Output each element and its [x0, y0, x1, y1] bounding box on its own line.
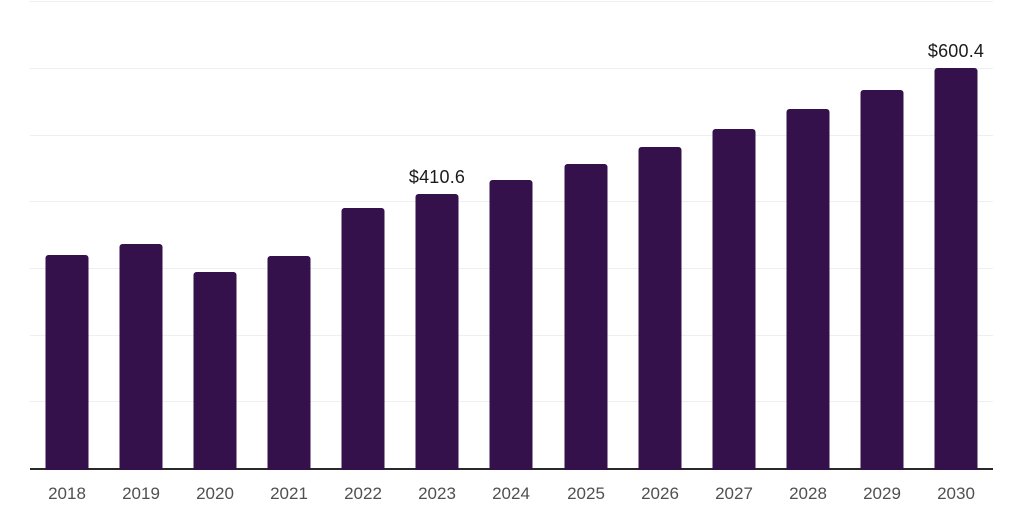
bar-2019 — [119, 244, 163, 470]
x-tick-label-2029: 2029 — [863, 484, 901, 503]
bar-column — [697, 0, 771, 470]
bar-2026 — [638, 147, 682, 470]
gridline — [30, 1, 993, 2]
bar-value-label: $410.6 — [408, 167, 466, 187]
x-tick-label-2025: 2025 — [567, 484, 605, 503]
bar-column — [326, 0, 400, 470]
bar-value-label: $600.4 — [927, 41, 985, 61]
x-tick-label-2018: 2018 — [48, 484, 86, 503]
bar-2029 — [860, 90, 904, 470]
bar-2028 — [786, 109, 830, 470]
bar-column — [549, 0, 623, 470]
x-tick-label-2026: 2026 — [641, 484, 679, 503]
bar-2021 — [267, 256, 311, 470]
bar-2023 — [415, 194, 459, 470]
x-tick-label-2024: 2024 — [492, 484, 530, 503]
bar-column: $410.6 — [400, 0, 474, 470]
bar-column — [30, 0, 104, 470]
bar-column — [623, 0, 697, 470]
bar-2024 — [489, 180, 533, 470]
x-tick-label-2023: 2023 — [418, 484, 456, 503]
gridline — [30, 135, 993, 136]
bar-2027 — [712, 129, 756, 470]
x-tick-label-2027: 2027 — [715, 484, 753, 503]
bar-column: $600.4 — [919, 0, 993, 470]
x-tick-label-2020: 2020 — [196, 484, 234, 503]
x-tick-label-2028: 2028 — [789, 484, 827, 503]
bar-column — [178, 0, 252, 470]
bar-column — [771, 0, 845, 470]
bar-column — [104, 0, 178, 470]
bar-column — [252, 0, 326, 470]
bar-2030 — [934, 68, 978, 470]
gridline — [30, 68, 993, 69]
x-tick-label-2022: 2022 — [344, 484, 382, 503]
bar-2018 — [45, 255, 89, 470]
bar-column — [845, 0, 919, 470]
plot-area: 2018 2019 2020 2021 2022 2023 $410.6 2024 2025 20… — [30, 0, 993, 512]
bar-2022 — [341, 208, 385, 470]
bar-2025 — [564, 164, 608, 470]
bar-2020 — [193, 272, 237, 470]
x-tick-label-2030: 2030 — [937, 484, 975, 503]
x-tick-label-2021: 2021 — [270, 484, 308, 503]
x-tick-label-2019: 2019 — [122, 484, 160, 503]
bar-column — [474, 0, 548, 470]
